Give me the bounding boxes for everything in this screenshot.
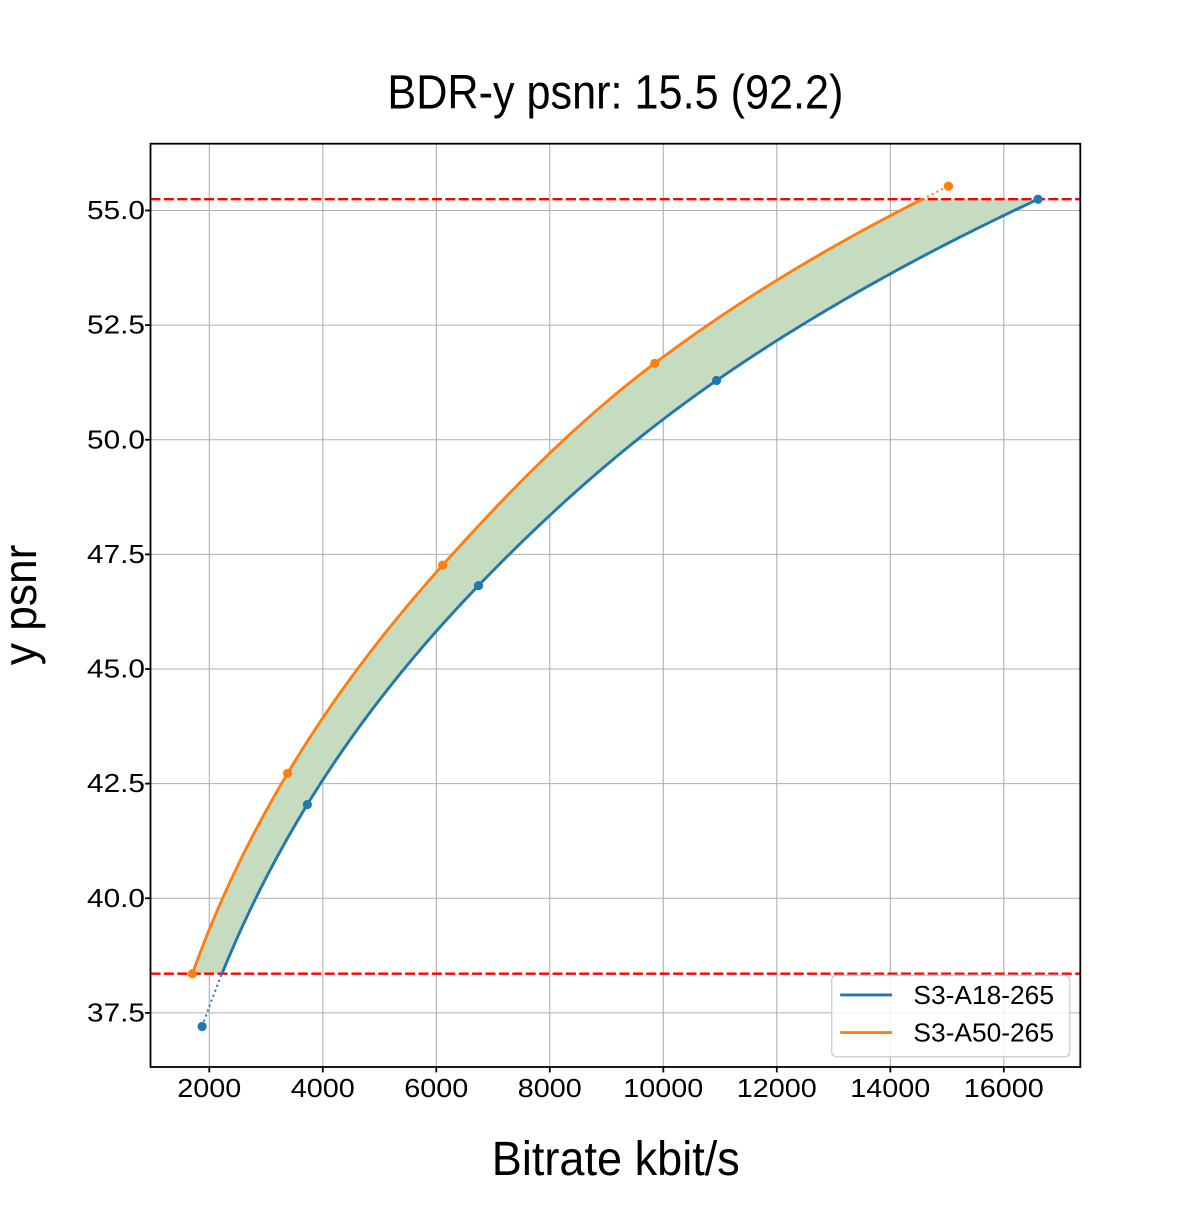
svg-text:Bitrate kbit/s: Bitrate kbit/s <box>492 1133 740 1186</box>
svg-text:47.5: 47.5 <box>87 539 145 569</box>
svg-text:BDR-y psnr: 15.5 (92.2): BDR-y psnr: 15.5 (92.2) <box>387 66 843 119</box>
svg-text:12000: 12000 <box>737 1073 817 1103</box>
svg-text:42.5: 42.5 <box>87 768 145 798</box>
svg-text:55.0: 55.0 <box>87 195 145 225</box>
svg-text:2000: 2000 <box>177 1073 241 1103</box>
svg-text:40.0: 40.0 <box>87 883 145 913</box>
svg-text:y psnr: y psnr <box>0 545 46 666</box>
svg-text:8000: 8000 <box>518 1073 582 1103</box>
svg-text:6000: 6000 <box>404 1073 468 1103</box>
svg-text:10000: 10000 <box>623 1073 703 1103</box>
svg-text:50.0: 50.0 <box>87 424 145 454</box>
svg-text:14000: 14000 <box>850 1073 930 1103</box>
svg-text:45.0: 45.0 <box>87 654 145 684</box>
svg-text:16000: 16000 <box>964 1073 1044 1103</box>
svg-text:S3-A50-265: S3-A50-265 <box>913 1020 1054 1048</box>
svg-text:52.5: 52.5 <box>87 310 145 340</box>
svg-text:4000: 4000 <box>291 1073 355 1103</box>
svg-text:37.5: 37.5 <box>87 997 145 1027</box>
svg-text:S3-A18-265: S3-A18-265 <box>913 982 1054 1010</box>
